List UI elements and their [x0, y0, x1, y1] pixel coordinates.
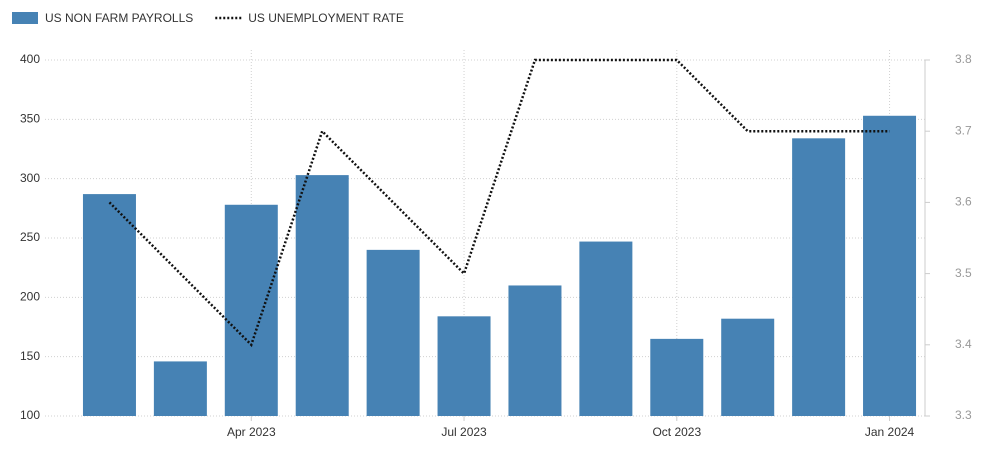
- y2-tick-label: 3.7: [955, 123, 972, 137]
- y2-tick-label: 3.3: [955, 408, 972, 422]
- y-tick-label: 300: [20, 171, 40, 185]
- bar: [153, 361, 207, 416]
- legend-swatch: [12, 12, 38, 24]
- bar: [224, 204, 278, 416]
- bar: [721, 318, 775, 416]
- y2-tick-label: 3.4: [955, 337, 972, 351]
- y-tick-label: 150: [20, 349, 40, 363]
- bar: [437, 316, 491, 416]
- legend-label: US NON FARM PAYROLLS: [45, 11, 193, 25]
- bar: [82, 194, 136, 416]
- line: [108, 58, 890, 348]
- y-tick-label: 200: [20, 290, 40, 304]
- bar: [295, 175, 349, 416]
- y2-tick-label: 3.8: [955, 52, 972, 66]
- y2-tick-label: 3.6: [955, 195, 972, 209]
- bar: [792, 138, 846, 416]
- legend-label: US UNEMPLOYMENT RATE: [248, 11, 404, 25]
- x-tick-label: Jan 2024: [865, 425, 915, 439]
- bar: [366, 249, 420, 416]
- x-tick-label: Jul 2023: [441, 425, 487, 439]
- y-tick-label: 100: [20, 408, 40, 422]
- x-tick-label: Oct 2023: [652, 425, 701, 439]
- bar: [508, 285, 562, 416]
- y-tick-label: 400: [20, 52, 40, 66]
- y-tick-label: 350: [20, 112, 40, 126]
- x-tick-label: Apr 2023: [227, 425, 276, 439]
- bar: [579, 241, 633, 416]
- y2-tick-label: 3.5: [955, 266, 972, 280]
- y-tick-label: 250: [20, 230, 40, 244]
- bar: [863, 115, 917, 417]
- bar: [650, 338, 704, 416]
